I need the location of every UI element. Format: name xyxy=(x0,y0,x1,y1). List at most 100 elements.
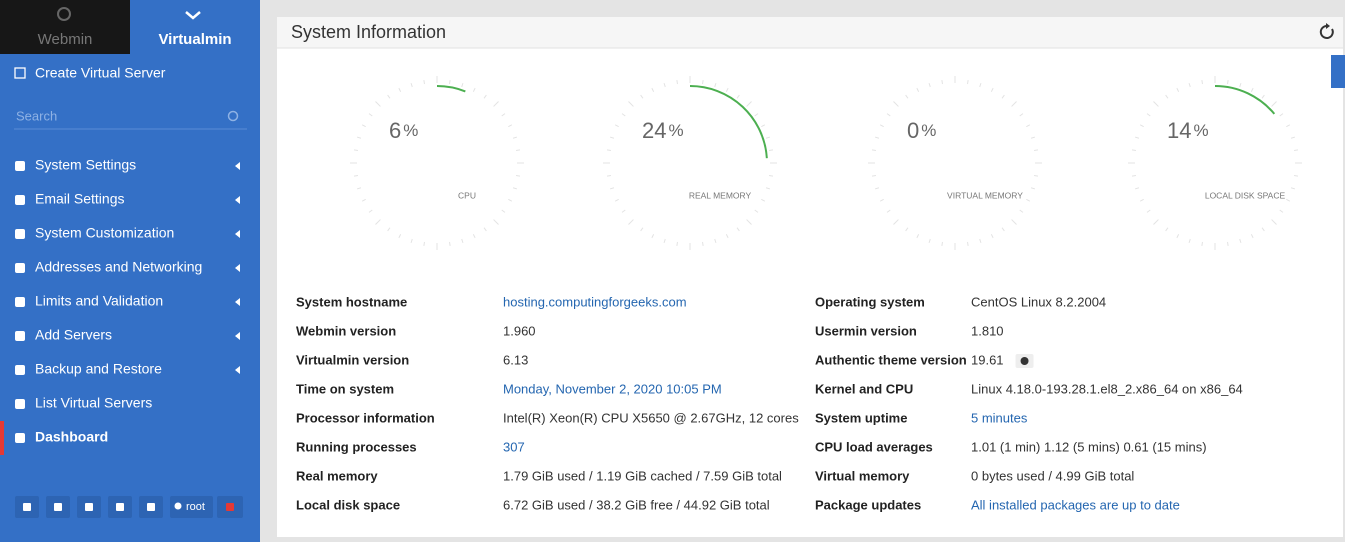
info-link[interactable]: All installed packages are up to date xyxy=(971,497,1180,512)
gauge-label: REAL MEMORY xyxy=(689,190,752,200)
gauge-tick xyxy=(967,79,969,85)
gauge-tick xyxy=(621,113,626,117)
info-value: 1.810 xyxy=(971,323,1004,338)
gauge-tick xyxy=(621,209,626,213)
gauge-label: CPU xyxy=(458,190,476,200)
gauge-tick xyxy=(628,219,634,225)
gauge-tick xyxy=(1239,238,1242,244)
gauge-tick xyxy=(1030,136,1036,139)
refresh-button[interactable] xyxy=(1319,24,1334,39)
gauge-tick xyxy=(1019,209,1024,213)
gauge-tick xyxy=(725,87,729,92)
gauge-tick xyxy=(483,94,487,99)
gauge-tick xyxy=(714,82,717,88)
user-icon xyxy=(174,502,182,510)
gauge-tick xyxy=(1250,87,1254,92)
info-link[interactable]: Monday, November 2, 2020 10:05 PM xyxy=(503,381,722,396)
gauge-tick xyxy=(353,175,359,177)
gauge-tick xyxy=(893,101,899,107)
gauge-tick xyxy=(361,124,366,128)
info-value: Linux 4.18.0-193.28.1.el8_2.x86_64 on x8… xyxy=(971,381,1243,396)
gauge-tick xyxy=(879,198,884,202)
gauge-label: VIRTUAL MEMORY xyxy=(947,190,1023,200)
menu-item[interactable]: List Virtual Servers xyxy=(35,395,152,411)
gauge-tick xyxy=(879,124,884,128)
info-value: 6.72 GiB used / 38.2 GiB free / 44.92 Gi… xyxy=(503,497,770,512)
virtualmin-icon xyxy=(185,11,201,20)
menu-item[interactable]: System Customization xyxy=(35,225,174,241)
gauge-tick xyxy=(1239,82,1242,88)
gauge-tick xyxy=(1165,227,1169,232)
gauge-tick xyxy=(676,79,678,85)
gauge-tick xyxy=(979,82,982,88)
menu-icon xyxy=(15,195,25,205)
panel-header xyxy=(277,17,1343,48)
gauge-tick xyxy=(1290,187,1296,190)
tab-label[interactable]: Webmin xyxy=(38,31,93,48)
info-link[interactable]: hosting.computingforgeeks.com xyxy=(503,294,687,309)
gauge-tick xyxy=(515,175,521,177)
info-value: CentOS Linux 8.2.2004 xyxy=(971,294,1106,309)
gauge-tick xyxy=(941,241,943,247)
menu-item[interactable]: Email Settings xyxy=(35,191,124,207)
gauge-tick xyxy=(714,238,717,244)
gauge-tick xyxy=(375,101,381,107)
gauge-tick xyxy=(387,227,391,232)
gauge-tick xyxy=(928,238,931,244)
menu-icon xyxy=(15,399,25,409)
gauge-tick xyxy=(356,187,362,190)
info-value: 1.960 xyxy=(503,323,536,338)
gauge-tick xyxy=(736,94,740,99)
virtualmin-tab[interactable] xyxy=(130,0,260,54)
gauge-tick xyxy=(614,124,619,128)
caret xyxy=(235,162,240,170)
tool-icon xyxy=(54,503,62,511)
gauge-tick xyxy=(990,87,994,92)
gauge-value: 14% xyxy=(1167,118,1209,143)
menu-item[interactable]: System Settings xyxy=(35,157,136,173)
side-tab[interactable] xyxy=(1331,55,1345,88)
gauge-tick xyxy=(353,149,359,151)
gauge-tick xyxy=(1146,209,1151,213)
tab-label[interactable]: Virtualmin xyxy=(158,31,231,48)
create-link[interactable]: Create Virtual Server xyxy=(35,65,166,81)
gauge-tick xyxy=(1153,219,1159,225)
gauge-tick xyxy=(886,113,891,117)
gauge-tick xyxy=(967,241,969,247)
gauge-tick xyxy=(928,82,931,88)
tool-button[interactable] xyxy=(170,496,213,518)
gauge-tick xyxy=(1011,101,1017,107)
gauge-tick xyxy=(990,234,994,239)
caret xyxy=(235,196,240,204)
caret xyxy=(235,264,240,272)
info-label: Local disk space xyxy=(296,497,400,512)
menu-item[interactable]: Dashboard xyxy=(35,429,108,445)
info-label: Package updates xyxy=(815,497,921,512)
gauge-tick xyxy=(472,234,476,239)
gauge-number: 0 xyxy=(907,118,919,143)
tool-icon xyxy=(85,503,93,511)
gauge-tick xyxy=(512,187,518,190)
gauge-tick xyxy=(375,219,381,225)
info-link[interactable]: 307 xyxy=(503,439,525,454)
caret xyxy=(235,332,240,340)
gauge-tick xyxy=(493,101,499,107)
gauge-tick xyxy=(1293,175,1299,177)
gauge-tick xyxy=(874,187,880,190)
info-link[interactable]: 5 minutes xyxy=(971,410,1028,425)
search-input[interactable]: Search xyxy=(16,108,57,123)
gauge-tick xyxy=(512,136,518,139)
gauge-tick xyxy=(501,113,506,117)
menu-item[interactable]: Limits and Validation xyxy=(35,293,163,309)
menu-item[interactable]: Add Servers xyxy=(35,327,112,343)
gauge-tick xyxy=(614,198,619,202)
panel-title: System Information xyxy=(291,22,446,42)
menu-item[interactable]: Addresses and Networking xyxy=(35,259,202,275)
info-label: Usermin version xyxy=(815,323,917,338)
user-name: root xyxy=(186,501,205,513)
menu-item[interactable]: Backup and Restore xyxy=(35,361,162,377)
gauge-tick xyxy=(1188,82,1191,88)
info-label: Running processes xyxy=(296,439,417,454)
gauge-unit: % xyxy=(921,121,936,140)
gauge-unit: % xyxy=(403,121,418,140)
